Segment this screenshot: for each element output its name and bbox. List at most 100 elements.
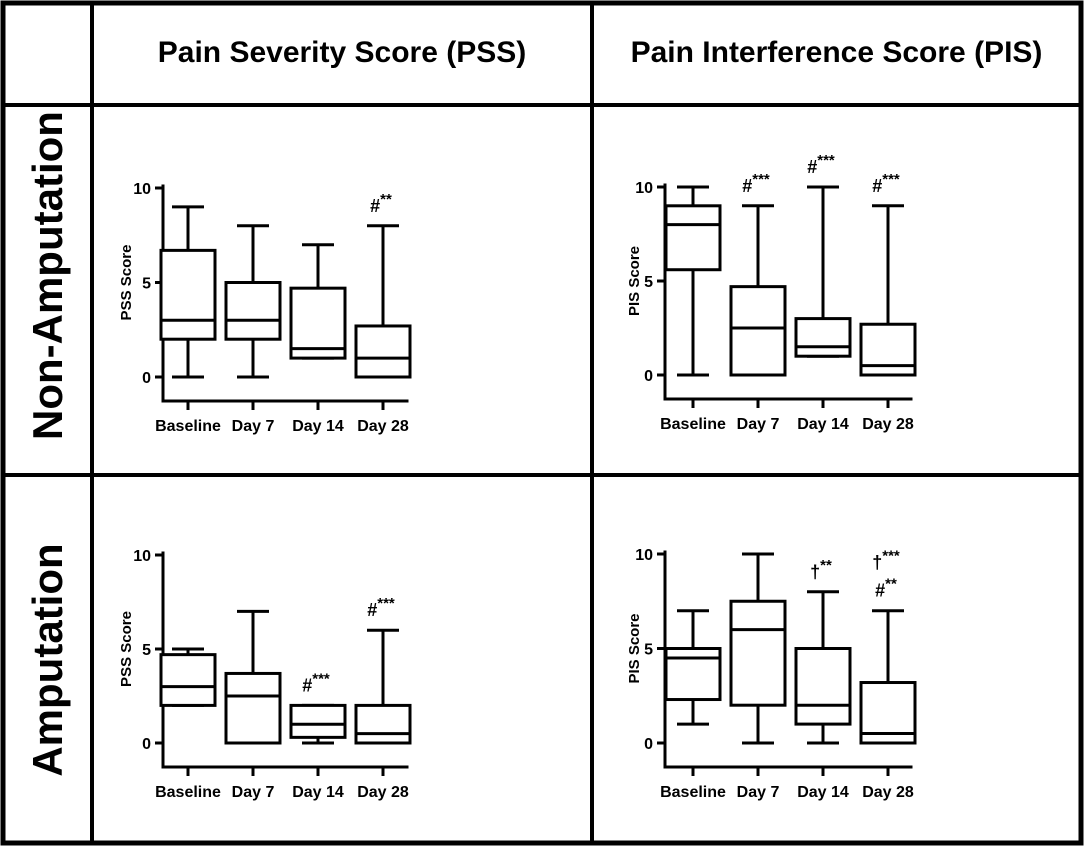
significance-stars: ** xyxy=(885,576,897,593)
box-iqr xyxy=(354,703,412,745)
significance-marker: †*** xyxy=(872,548,900,573)
y-axis-label: PIS Score xyxy=(626,613,643,683)
box-iqr xyxy=(224,281,282,341)
chart-non-amputation-pss: 0 5 10 PSS Score Baseline Day 7 Day 14 Day 28 #*… xyxy=(118,181,412,435)
box-day-14 xyxy=(794,185,852,358)
box-iqr xyxy=(159,248,217,341)
y-tick-label: 5 xyxy=(644,274,653,291)
box-day-28 xyxy=(859,204,917,377)
significance-marker: #*** xyxy=(872,171,900,196)
x-tick-label: Day 14 xyxy=(292,784,344,801)
y-axis-label: PIS Score xyxy=(626,246,643,316)
significance-symbol: # xyxy=(807,157,817,177)
box-iqr xyxy=(729,285,787,377)
box-baseline xyxy=(159,205,217,379)
x-tick-label: Day 14 xyxy=(797,416,849,433)
header-pis: Pain Interference Score (PIS) xyxy=(630,36,1043,69)
y-axis-label: PSS Score xyxy=(118,611,135,687)
box-day-14 xyxy=(794,590,852,745)
y-tick-label: 10 xyxy=(635,547,653,564)
box-day-7 xyxy=(224,609,282,745)
significance-stars: *** xyxy=(752,171,770,188)
x-tick-label: Day 7 xyxy=(737,784,780,801)
box-iqr xyxy=(859,322,917,377)
x-tick-label: Baseline xyxy=(660,784,726,801)
y-tick-label: 5 xyxy=(644,642,653,659)
box-iqr xyxy=(159,653,217,707)
significance-symbol: # xyxy=(370,196,380,216)
y-tick-label: 0 xyxy=(142,736,151,753)
box-iqr xyxy=(664,647,722,702)
row-label-amputation: Amputation xyxy=(24,543,71,777)
x-tick-label: Day 14 xyxy=(797,784,849,801)
significance-stars: *** xyxy=(882,171,900,188)
significance-marker: #*** xyxy=(742,171,770,196)
box-iqr xyxy=(224,671,282,745)
significance-marker: #*** xyxy=(367,595,395,620)
box-iqr xyxy=(289,703,347,739)
x-tick-label: Day 28 xyxy=(862,416,914,433)
box-iqr xyxy=(794,647,852,726)
y-tick-label: 0 xyxy=(644,368,653,385)
y-tick-label: 10 xyxy=(133,548,151,565)
x-tick-label: Day 28 xyxy=(357,784,409,801)
significance-marker: #** xyxy=(875,576,897,601)
y-tick-label: 5 xyxy=(142,642,151,659)
y-tick-label: 5 xyxy=(142,276,151,293)
x-tick-label: Day 28 xyxy=(357,418,409,435)
box-day-28 xyxy=(354,224,412,379)
x-tick-label: Baseline xyxy=(155,784,221,801)
significance-symbol: # xyxy=(875,581,885,601)
y-tick-label: 10 xyxy=(133,181,151,198)
significance-symbol: # xyxy=(302,675,312,695)
y-tick-label: 0 xyxy=(142,370,151,387)
box-iqr xyxy=(664,204,722,272)
box-day-14 xyxy=(289,243,347,360)
significance-stars: ** xyxy=(820,557,832,574)
significance-marker: #*** xyxy=(302,670,330,695)
box-baseline xyxy=(664,185,722,377)
significance-symbol: # xyxy=(367,600,377,620)
significance-stars: *** xyxy=(817,152,835,169)
significance-symbol: † xyxy=(872,553,882,573)
significance-marker: #** xyxy=(370,191,392,216)
x-tick-label: Baseline xyxy=(660,416,726,433)
box-baseline xyxy=(159,647,217,707)
significance-stars: *** xyxy=(312,670,330,687)
significance-symbol: † xyxy=(810,562,820,582)
significance-symbol: # xyxy=(872,176,882,196)
significance-stars: ** xyxy=(380,191,392,208)
y-tick-label: 10 xyxy=(635,180,653,197)
box-iqr xyxy=(794,317,852,358)
box-day-7 xyxy=(224,224,282,379)
box-baseline xyxy=(664,609,722,726)
significance-symbol: # xyxy=(742,176,752,196)
x-tick-label: Day 7 xyxy=(232,418,275,435)
significance-stars: *** xyxy=(882,548,900,565)
x-tick-label: Baseline xyxy=(155,418,221,435)
x-tick-label: Day 14 xyxy=(292,418,344,435)
row-label-non-amputation: Non-Amputation xyxy=(24,111,71,440)
box-day-7 xyxy=(729,204,787,377)
box-day-28 xyxy=(354,628,412,745)
x-tick-label: Day 28 xyxy=(862,784,914,801)
header-pss: Pain Severity Score (PSS) xyxy=(157,36,527,69)
box-day-7 xyxy=(729,552,787,745)
x-tick-label: Day 7 xyxy=(232,784,275,801)
significance-marker: #*** xyxy=(807,152,835,177)
y-tick-label: 0 xyxy=(644,736,653,753)
x-tick-label: Day 7 xyxy=(737,416,780,433)
significance-marker: †** xyxy=(810,557,832,582)
box-iqr xyxy=(289,286,347,360)
box-day-28 xyxy=(859,609,917,745)
y-axis-label: PSS Score xyxy=(118,245,135,321)
box-day-14 xyxy=(289,703,347,745)
box-iqr xyxy=(354,324,412,379)
significance-stars: *** xyxy=(377,595,395,612)
box-iqr xyxy=(729,599,787,707)
